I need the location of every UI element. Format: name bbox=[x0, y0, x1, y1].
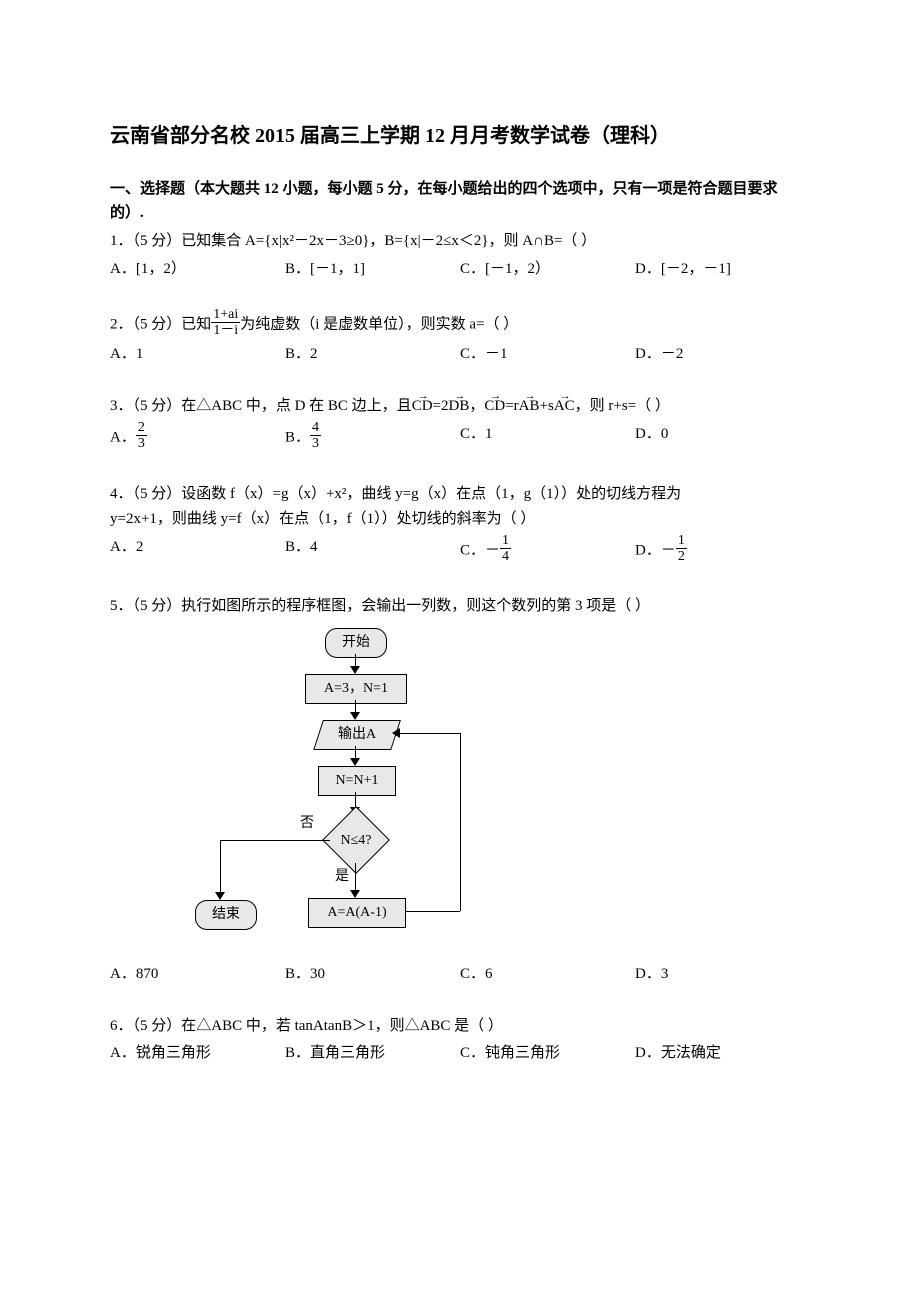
fc-update: A=A(A-1) bbox=[308, 898, 406, 928]
q6-opt-d: D．无法确定 bbox=[635, 1041, 810, 1065]
q3-suffix: ，则 r+s=（ ） bbox=[575, 398, 670, 414]
q3-opt-b: B．43 bbox=[285, 422, 460, 454]
q2-prefix: 2．（5 分）已知 bbox=[110, 316, 211, 332]
q5-options: A．870 B．30 C．6 D．3 bbox=[110, 962, 810, 986]
vec-cd: →CD bbox=[412, 394, 433, 420]
fc-yes-label: 是 bbox=[335, 866, 349, 888]
q4-opt-c: C．－14 bbox=[460, 535, 635, 567]
q6-options: A．锐角三角形 B．直角三角形 C．钝角三角形 D．无法确定 bbox=[110, 1041, 810, 1065]
vec-arrow-icon: → bbox=[554, 387, 575, 406]
question-2: 2．（5 分）已知1+ai1－i为纯虚数（i 是虚数单位），则实数 a=（ ） … bbox=[110, 309, 810, 367]
q2-opt-c: C．－1 bbox=[460, 342, 635, 366]
q3-prefix: 3．（5 分）在△ABC 中，点 D 在 BC 边上，且 bbox=[110, 398, 412, 414]
q3-plus: +s bbox=[540, 398, 554, 414]
q6-opt-a: A．锐角三角形 bbox=[110, 1041, 285, 1065]
q5-opt-a: A．870 bbox=[110, 962, 285, 986]
vec-arrow-icon: → bbox=[449, 387, 470, 406]
question-1: 1．（5 分）已知集合 A={x|x²－2x－3≥0}，B={x|－2≤x＜2}… bbox=[110, 229, 810, 281]
vec-ab: →AB bbox=[519, 394, 540, 420]
q1-opt-d: D．[－2，－1] bbox=[635, 257, 810, 281]
q3-eq1: =2 bbox=[433, 398, 449, 414]
q5-opt-d: D．3 bbox=[635, 962, 810, 986]
q3-text: 3．（5 分）在△ABC 中，点 D 在 BC 边上，且→CD=2→DB，→CD… bbox=[110, 394, 810, 420]
q5-opt-c: C．6 bbox=[460, 962, 635, 986]
q1-options: A．[1，2） B．[－1，1] C．[－1，2） D．[－2，－1] bbox=[110, 257, 810, 281]
fc-init: A=3，N=1 bbox=[305, 674, 407, 704]
q2-text: 2．（5 分）已知1+ai1－i为纯虚数（i 是虚数单位），则实数 a=（ ） bbox=[110, 309, 810, 341]
q2-num: 1+ai bbox=[211, 307, 240, 323]
q1-opt-c: C．[－1，2） bbox=[460, 257, 635, 281]
q4-line1: 4．（5 分）设函数 f（x）=g（x）+x²，曲线 y=g（x）在点（1，g（… bbox=[110, 482, 810, 508]
vec-arrow-icon: → bbox=[412, 387, 433, 406]
q3-opt-d: D．0 bbox=[635, 422, 810, 454]
q2-fraction: 1+ai1－i bbox=[211, 307, 240, 339]
vec-cd2: →CD bbox=[484, 394, 505, 420]
vec-ac: →AC bbox=[554, 394, 575, 420]
vec-db: →DB bbox=[449, 394, 470, 420]
fc-start: 开始 bbox=[325, 628, 387, 658]
q3-eq2: =r bbox=[505, 398, 518, 414]
q2-options: A．1 B．2 C．－1 D．－2 bbox=[110, 342, 810, 366]
q5-opt-b: B．30 bbox=[285, 962, 460, 986]
q3-options: A．23 B．43 C．1 D．0 bbox=[110, 422, 810, 454]
q5-text: 5．（5 分）执行如图所示的程序框图，会输出一列数，则这个数列的第 3 项是（ … bbox=[110, 594, 810, 620]
q6-opt-b: B．直角三角形 bbox=[285, 1041, 460, 1065]
fc-cond-label: N≤4? bbox=[335, 830, 377, 852]
fc-end: 结束 bbox=[195, 900, 257, 930]
question-6: 6．（5 分）在△ABC 中，若 tanAtanB＞1，则△ABC 是（ ） A… bbox=[110, 1014, 810, 1066]
q1-text: 1．（5 分）已知集合 A={x|x²－2x－3≥0}，B={x|－2≤x＜2}… bbox=[110, 229, 810, 255]
section-header: 一、选择题（本大题共 12 小题，每小题 5 分，在每小题给出的四个选项中，只有… bbox=[110, 177, 810, 225]
q4-opt-b: B．4 bbox=[285, 535, 460, 567]
q3-opt-a: A．23 bbox=[110, 422, 285, 454]
q3-comma: ， bbox=[469, 398, 484, 414]
question-5: 5．（5 分）执行如图所示的程序框图，会输出一列数，则这个数列的第 3 项是（ … bbox=[110, 594, 810, 986]
q2-opt-b: B．2 bbox=[285, 342, 460, 366]
q6-text: 6．（5 分）在△ABC 中，若 tanAtanB＞1，则△ABC 是（ ） bbox=[110, 1014, 810, 1040]
q2-den: 1－i bbox=[211, 323, 240, 338]
q2-opt-a: A．1 bbox=[110, 342, 285, 366]
q6-opt-c: C．钝角三角形 bbox=[460, 1041, 635, 1065]
vec-arrow-icon: → bbox=[519, 387, 540, 406]
q4-opt-d: D．－12 bbox=[635, 535, 810, 567]
q4-line2: y=2x+1，则曲线 y=f（x）在点（1，f（1））处切线的斜率为（ ） bbox=[110, 507, 810, 533]
q1-opt-b: B．[－1，1] bbox=[285, 257, 460, 281]
q4-opt-a: A．2 bbox=[110, 535, 285, 567]
fc-output: 输出A bbox=[313, 720, 401, 750]
q4-options: A．2 B．4 C．－14 D．－12 bbox=[110, 535, 810, 567]
q2-suffix: 为纯虚数（i 是虚数单位），则实数 a=（ ） bbox=[240, 316, 518, 332]
q1-opt-a: A．[1，2） bbox=[110, 257, 285, 281]
page-title: 云南省部分名校 2015 届高三上学期 12 月月考数学试卷（理科） bbox=[110, 120, 810, 152]
q3-opt-c: C．1 bbox=[460, 422, 635, 454]
flowchart: 开始 A=3，N=1 输出A N=N+1 N≤4? 否 结束 是 A=A(A-1… bbox=[200, 628, 480, 958]
q2-opt-d: D．－2 bbox=[635, 342, 810, 366]
question-4: 4．（5 分）设函数 f（x）=g（x）+x²，曲线 y=g（x）在点（1，g（… bbox=[110, 482, 810, 567]
question-3: 3．（5 分）在△ABC 中，点 D 在 BC 边上，且→CD=2→DB，→CD… bbox=[110, 394, 810, 453]
vec-arrow-icon: → bbox=[484, 387, 505, 406]
fc-increment: N=N+1 bbox=[318, 766, 396, 796]
fc-no-label: 否 bbox=[300, 813, 314, 835]
